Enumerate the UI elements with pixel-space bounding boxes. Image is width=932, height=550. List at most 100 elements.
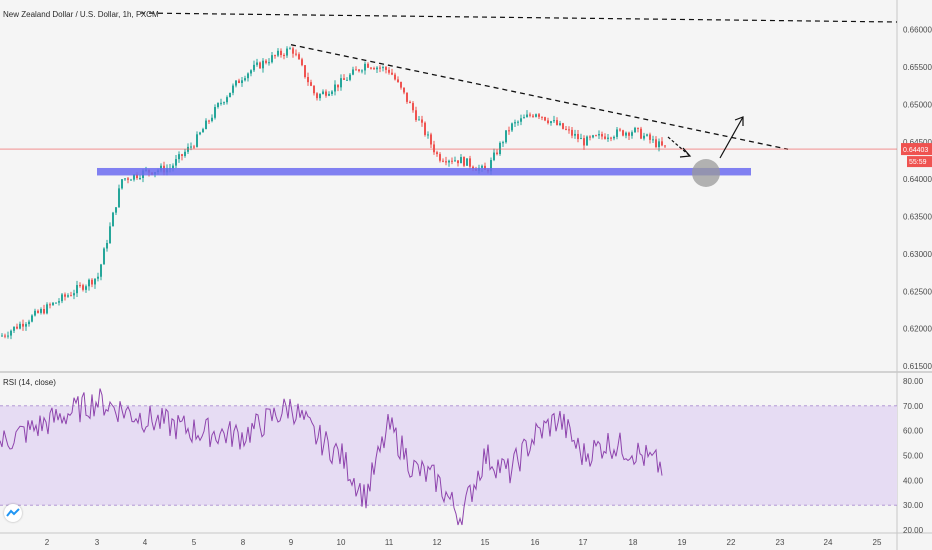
- candle-body: [619, 129, 621, 131]
- candle-body: [211, 117, 213, 122]
- candle-body: [241, 80, 243, 84]
- down-arrowhead: [679, 147, 692, 158]
- candle-body: [649, 134, 651, 140]
- price-tick-label: 0.66000: [903, 26, 932, 35]
- candle-body: [346, 79, 348, 81]
- candle-body: [364, 63, 366, 71]
- candle-body: [451, 160, 453, 162]
- candle-body: [46, 304, 48, 314]
- candle-body: [409, 101, 411, 104]
- candle-body: [664, 145, 666, 147]
- candle-body: [325, 91, 327, 96]
- candle-body: [178, 154, 180, 160]
- candle-body: [343, 78, 345, 80]
- candle-body: [250, 70, 252, 74]
- candle-body: [61, 294, 63, 302]
- candle-body: [112, 212, 114, 227]
- candle-body: [424, 122, 426, 135]
- candle-body: [121, 179, 123, 189]
- price-pane[interactable]: [0, 0, 897, 372]
- up-projection-arrow: [719, 116, 744, 159]
- price-tick-label: 0.64500: [903, 138, 932, 147]
- candle-body: [388, 69, 390, 73]
- candle-body: [508, 130, 510, 132]
- candle-body: [583, 138, 585, 146]
- candle-body: [610, 137, 612, 139]
- candle-body: [295, 53, 297, 55]
- candle-body: [448, 160, 450, 163]
- candle-body: [403, 87, 405, 93]
- candle-body: [115, 207, 117, 213]
- candle-body: [643, 135, 645, 139]
- candle-body: [64, 294, 66, 297]
- candle-body: [412, 103, 414, 111]
- candle-body: [25, 324, 27, 327]
- candle-body: [418, 119, 420, 121]
- candle-body: [268, 62, 270, 64]
- candle-body: [505, 130, 507, 143]
- candle-body: [175, 159, 177, 166]
- candle-body: [49, 304, 51, 306]
- candle-body: [19, 323, 21, 329]
- candle-body: [490, 160, 492, 172]
- candle-body: [262, 60, 264, 69]
- candle-body: [634, 127, 636, 133]
- candle-body: [397, 79, 399, 83]
- candle-body: [595, 135, 597, 137]
- candle-body: [247, 73, 249, 79]
- candle-body: [34, 310, 36, 316]
- candle-body: [58, 301, 60, 303]
- candle-body: [109, 226, 111, 243]
- time-tick-label: 2: [45, 538, 50, 547]
- candle-body: [544, 117, 546, 121]
- candle-body: [91, 279, 93, 285]
- candle-body: [127, 178, 129, 180]
- candle-body: [196, 134, 198, 147]
- candle-body: [655, 139, 657, 148]
- price-tick-label: 0.65000: [903, 100, 932, 109]
- price-tick-label: 0.62000: [903, 325, 932, 334]
- candle-body: [529, 114, 531, 116]
- candle-body: [4, 335, 6, 337]
- candle-body: [472, 166, 474, 170]
- time-tick-label: 9: [289, 538, 294, 547]
- candle-body: [559, 123, 561, 125]
- price-tick-label: 0.64000: [903, 175, 932, 184]
- candle-body: [469, 158, 471, 167]
- candle-body: [646, 134, 648, 136]
- candle-body: [376, 67, 378, 70]
- candle-body: [259, 62, 261, 69]
- price-tick-label: 0.65500: [903, 63, 932, 72]
- candle-body: [481, 165, 483, 168]
- candle-body: [97, 276, 99, 279]
- time-tick-label: 19: [678, 538, 687, 547]
- rsi-tick-label: 70.00: [903, 402, 924, 411]
- drawing-overlay: [0, 12, 898, 187]
- candlestick-series: [1, 46, 666, 340]
- candle-body: [349, 74, 351, 80]
- candle-body: [391, 72, 393, 75]
- time-tick-label: 18: [629, 538, 638, 547]
- candle-body: [193, 146, 195, 148]
- candle-body: [532, 115, 534, 117]
- candle-body: [76, 285, 78, 294]
- candle-body: [310, 82, 312, 86]
- time-tick-label: 17: [579, 538, 588, 547]
- candle-body: [370, 67, 372, 69]
- tradingview-logo-icon[interactable]: [4, 504, 22, 522]
- candle-body: [88, 279, 90, 287]
- candle-body: [589, 136, 591, 138]
- candle-body: [568, 129, 570, 131]
- candle-body: [73, 293, 75, 296]
- candle-body: [421, 119, 423, 123]
- candle-body: [208, 120, 210, 122]
- candle-body: [37, 310, 39, 313]
- candle-body: [181, 154, 183, 156]
- candle-body: [601, 134, 603, 137]
- candle-body: [106, 242, 108, 249]
- candle-body: [541, 116, 543, 118]
- rsi-tick-label: 20.00: [903, 526, 924, 535]
- price-tick-label: 0.62500: [903, 287, 932, 296]
